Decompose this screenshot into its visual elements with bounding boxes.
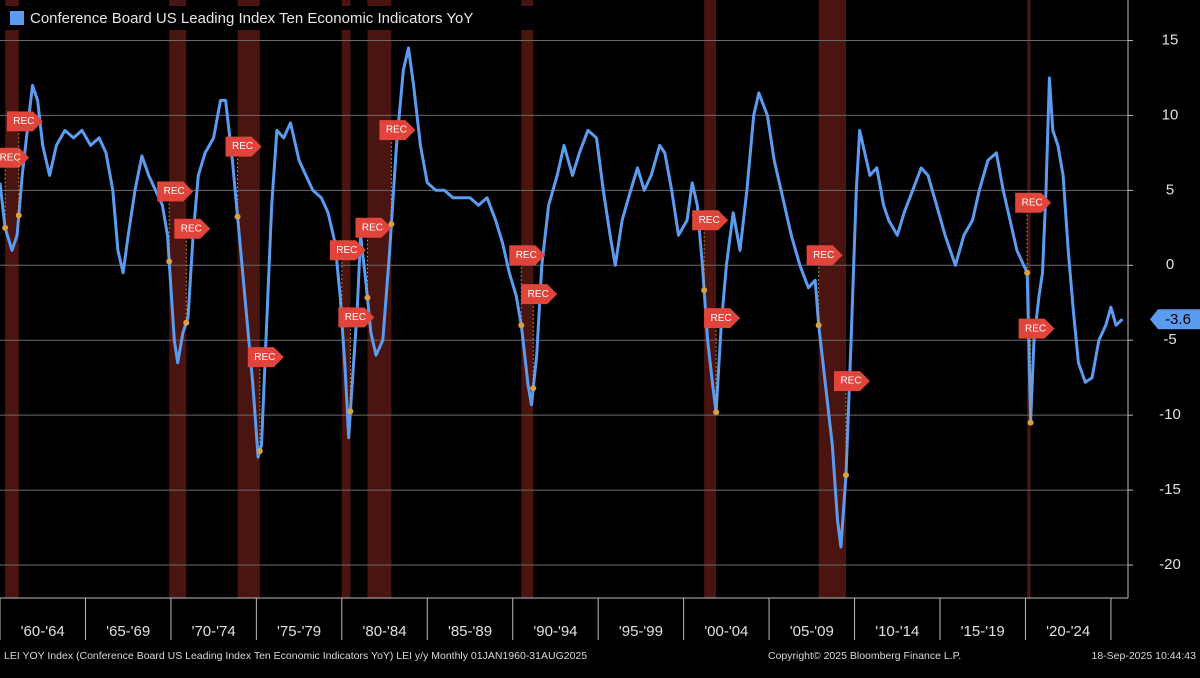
rec-dot (1027, 419, 1034, 426)
rec-dot (2, 224, 9, 231)
rec-dot (234, 213, 241, 220)
x-tick-label: '85-'89 (448, 623, 492, 640)
rec-dot (388, 221, 395, 228)
axes: 15 10 5 0 -5 -10 -15 -20 '60-'64 '65-'69 '70-'74 '7… (0, 0, 1200, 640)
rec-dot (815, 322, 822, 329)
legend-box (4, 6, 549, 30)
rec-flag-label: REC (13, 116, 34, 127)
rec-flag-label: REC (699, 215, 720, 226)
y-tick-label: 15 (1162, 31, 1179, 48)
rec-flag (806, 245, 843, 266)
rec-flag-label: REC (0, 152, 21, 163)
rec-dot (364, 294, 371, 301)
x-tick-label: '10-'14 (875, 623, 919, 640)
rec-flag (704, 308, 741, 329)
legend-label: Conference Board US Leading Index Ten Ec… (30, 10, 473, 27)
x-tick-label: '95-'99 (619, 623, 663, 640)
rec-dot (713, 409, 720, 416)
recession-band (367, 0, 392, 598)
x-tick-label: '65-'69 (106, 623, 150, 640)
rec-dot (347, 408, 354, 415)
rec-flag-label: REC (254, 352, 275, 363)
rec-flag-label: REC (386, 125, 407, 136)
rec-flag (509, 245, 546, 266)
rec-flag-label: REC (711, 313, 732, 324)
rec-dot (166, 258, 173, 265)
rec-flag-label: REC (345, 312, 366, 323)
rec-flag-label: REC (516, 250, 537, 261)
recession-band (5, 0, 19, 598)
rec-flag (355, 217, 392, 238)
rec-flag-label: REC (232, 141, 253, 152)
rec-flag (329, 240, 366, 261)
recession-band (704, 0, 717, 598)
recession-band (818, 0, 846, 598)
x-tick-label: '05-'09 (790, 623, 834, 640)
y-tick-label: -5 (1163, 331, 1176, 348)
rec-flag (225, 136, 262, 157)
footer-source: LEI YOY Index (Conference Board US Leadi… (4, 650, 587, 662)
rec-dot (15, 212, 22, 219)
rec-flag-label: REC (528, 289, 549, 300)
rec-flag (0, 147, 30, 168)
y-tick-label: 0 (1166, 256, 1174, 273)
x-tick-label: '70-'74 (192, 623, 236, 640)
rec-dot (518, 322, 525, 329)
rec-flag-label: REC (813, 250, 834, 261)
y-tick-label: -20 (1159, 556, 1181, 573)
y-tick-label: 5 (1166, 181, 1174, 198)
y-tick-label: -10 (1159, 406, 1181, 423)
x-tick-label: '80-'84 (362, 623, 406, 640)
x-tick-label: '00-'04 (704, 623, 748, 640)
rec-flag-label: REC (362, 222, 383, 233)
recession-band (169, 0, 187, 598)
rec-flag (692, 210, 729, 231)
x-tick-label: '75-'79 (277, 623, 321, 640)
recession-band (341, 0, 351, 598)
rec-dot (1024, 269, 1031, 276)
x-tick-label: '90-'94 (533, 623, 577, 640)
rec-flag-label: REC (840, 376, 861, 387)
x-tick-label: '15-'19 (961, 623, 1005, 640)
footer-copyright: Copyright© 2025 Bloomberg Finance L.P. (768, 650, 961, 662)
y-tick-label: -15 (1159, 481, 1181, 498)
recession-band (237, 0, 260, 598)
last-value-tag (1150, 309, 1200, 330)
rec-flag-label: REC (164, 186, 185, 197)
rec-flag (174, 218, 211, 239)
series-line (0, 46, 1124, 549)
footer-date: 18-Sep-2025 10:44:43 (1091, 650, 1196, 662)
rec-flag (6, 111, 43, 132)
rec-flag-label: REC (181, 223, 202, 234)
rec-dot (530, 385, 537, 392)
rec-flag (379, 120, 416, 141)
rec-flag-label: REC (336, 245, 357, 256)
rec-flag-label: REC (1025, 323, 1046, 334)
y-tick-label: 10 (1162, 106, 1179, 123)
last-value-label: -3.6 (1165, 311, 1191, 328)
rec-flag (157, 181, 194, 202)
legend-swatch (10, 11, 24, 25)
rec-flag (521, 284, 558, 305)
rec-flag (1015, 192, 1052, 213)
rec-flag-label: REC (1022, 197, 1043, 208)
rec-flag (247, 347, 284, 368)
rec-flag (1018, 318, 1055, 339)
rec-dot (701, 287, 708, 294)
rec-flag (834, 371, 870, 392)
rec-dot (183, 319, 190, 326)
x-tick-label: '20-'24 (1046, 623, 1090, 640)
plot: REC REC REC REC REC REC REC REC REC REC REC REC REC R… (0, 46, 1124, 549)
rec-flag (338, 307, 375, 328)
rec-dot (843, 472, 849, 479)
rec-dot (256, 448, 263, 455)
x-tick-label: '60-'64 (21, 623, 65, 640)
